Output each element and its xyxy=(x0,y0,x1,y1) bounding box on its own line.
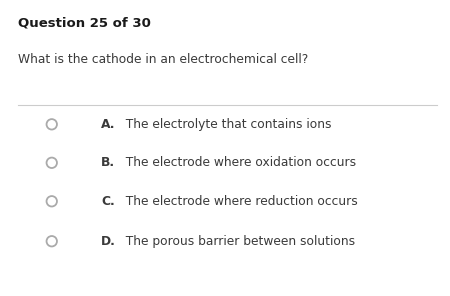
Text: A.: A. xyxy=(101,118,116,131)
Point xyxy=(48,239,55,244)
Text: C.: C. xyxy=(101,195,115,208)
Point xyxy=(48,199,55,204)
Text: The porous barrier between solutions: The porous barrier between solutions xyxy=(118,235,355,248)
Text: The electrode where oxidation occurs: The electrode where oxidation occurs xyxy=(118,156,356,169)
Text: Question 25 of 30: Question 25 of 30 xyxy=(18,16,151,29)
Text: What is the cathode in an electrochemical cell?: What is the cathode in an electrochemica… xyxy=(18,53,308,66)
Point xyxy=(48,160,55,165)
Text: B.: B. xyxy=(101,156,115,169)
Text: The electrode where reduction occurs: The electrode where reduction occurs xyxy=(118,195,358,208)
Text: D.: D. xyxy=(101,235,116,248)
Text: The electrolyte that contains ions: The electrolyte that contains ions xyxy=(118,118,331,131)
Point xyxy=(48,122,55,127)
